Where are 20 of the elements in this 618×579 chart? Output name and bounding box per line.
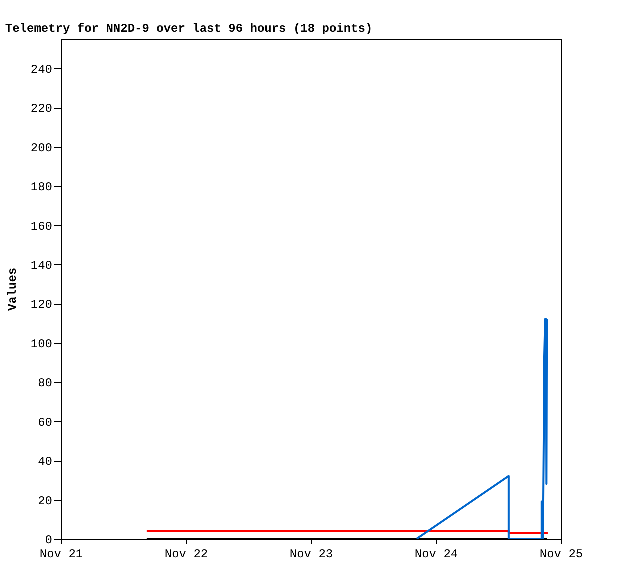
y-tick-label: 160 — [30, 220, 52, 234]
y-tick-label: 120 — [30, 298, 52, 312]
y-tick-label: 240 — [30, 62, 52, 77]
x-tick-label: Nov 21 — [40, 548, 84, 562]
y-tick-label: 20 — [38, 494, 52, 508]
x-tick-label: Nov 25 — [540, 548, 584, 562]
y-tick-label: 40 — [38, 455, 52, 470]
y-tick-label: 80 — [38, 376, 52, 391]
y-tick-label: 200 — [30, 141, 52, 156]
x-tick-label: Nov 23 — [290, 548, 334, 562]
x-tick-label: Nov 22 — [164, 548, 208, 562]
y-tick-label: 140 — [30, 258, 52, 273]
y-axis-title: Values — [6, 268, 20, 312]
y-tick-label: 0 — [45, 534, 52, 548]
y-tick-label: 180 — [30, 180, 52, 195]
y-tick-label: 220 — [30, 102, 52, 116]
chart-title: Telemetry for NN2D-9 over last 96 hours (18 points) — [5, 22, 373, 36]
y-tick-label: 60 — [38, 416, 52, 430]
x-tick-label: Nov 24 — [414, 548, 458, 562]
y-tick-label: 100 — [30, 337, 52, 352]
